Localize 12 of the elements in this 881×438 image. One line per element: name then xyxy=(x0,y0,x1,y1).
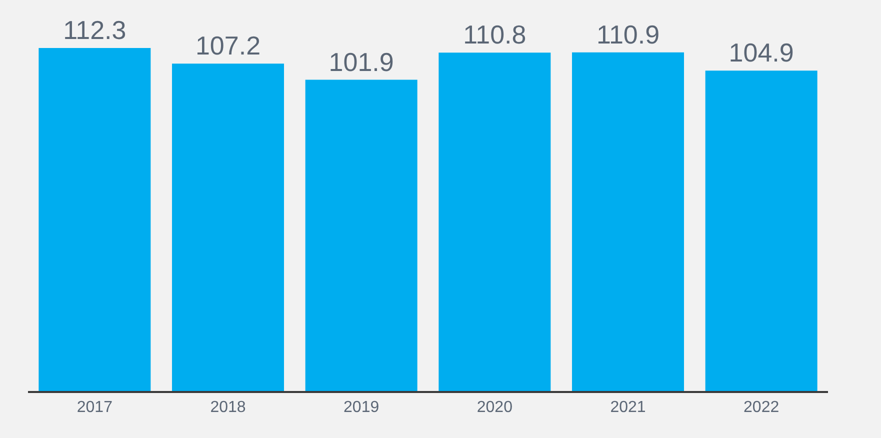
x-tick-label: 2018 xyxy=(210,399,246,416)
x-tick-label: 2017 xyxy=(76,399,113,416)
data-label: 110.9 xyxy=(596,19,660,50)
data-label: 112.3 xyxy=(63,15,126,46)
data-label: 107.2 xyxy=(195,30,261,61)
x-tick-label: 2021 xyxy=(610,399,646,416)
x-tick-label: 2020 xyxy=(476,399,513,416)
data-label: 101.9 xyxy=(328,46,394,77)
x-tick-label: 2019 xyxy=(344,399,380,416)
data-label: 104.9 xyxy=(728,38,794,68)
data-label: 110.8 xyxy=(463,20,526,50)
x-tick-label: 2022 xyxy=(744,399,780,416)
